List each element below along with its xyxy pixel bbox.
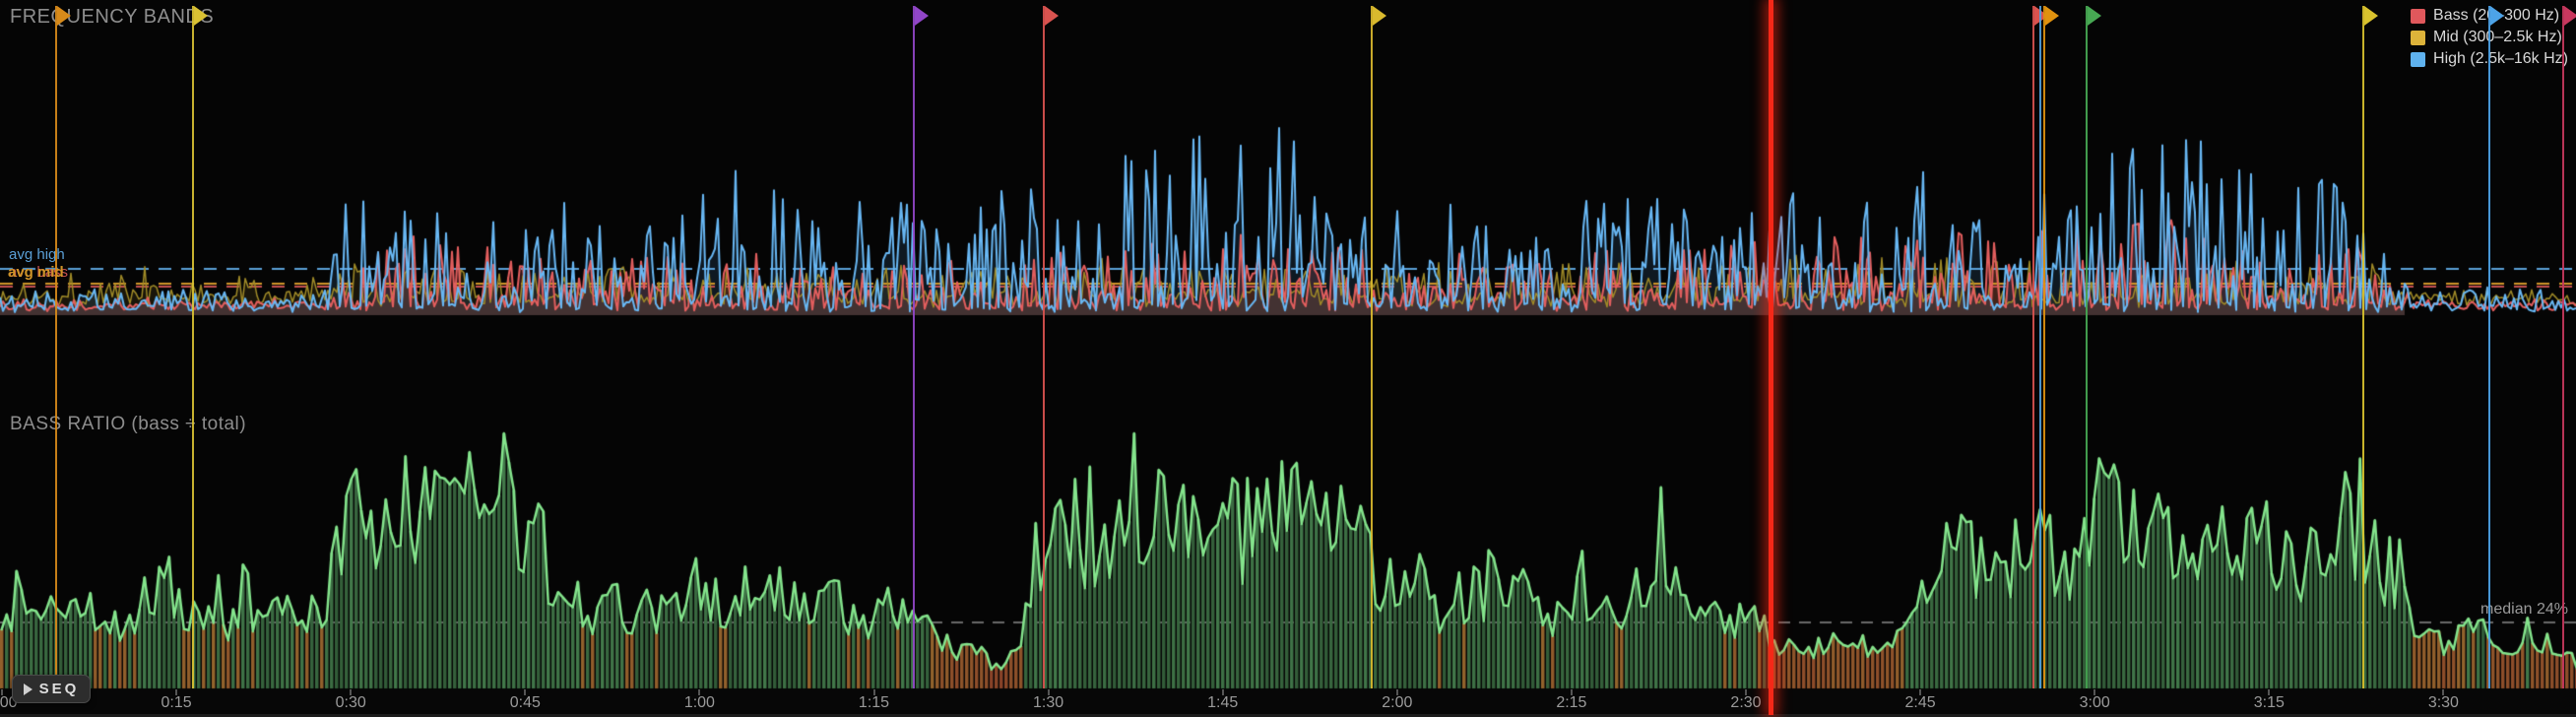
cue-marker-line[interactable] (913, 6, 915, 688)
cue-marker-flag[interactable] (2564, 6, 2576, 26)
bottom-divider (0, 714, 2576, 717)
cue-marker-flag[interactable] (2088, 6, 2101, 26)
mid-swatch (2411, 30, 2426, 45)
cue-marker-line[interactable] (1043, 6, 1045, 688)
cue-marker-line[interactable] (2362, 6, 2364, 688)
time-tick (2268, 689, 2271, 695)
cue-marker-flag[interactable] (915, 6, 929, 26)
time-label-0-30: 0:30 (335, 694, 366, 711)
cue-marker-line[interactable] (2043, 6, 2045, 688)
time-label-1-00: 1:00 (683, 694, 715, 711)
time-label-3-15: 3:15 (2253, 694, 2285, 711)
time-tick (524, 689, 527, 695)
cue-marker-flag[interactable] (2490, 6, 2504, 26)
bass-ratio-title: BASS RATIO (bass ÷ total) (10, 414, 247, 434)
cue-marker-line[interactable] (1371, 6, 1373, 688)
avg-high-label: avg high (9, 246, 65, 263)
time-tick (1047, 689, 1050, 695)
time-label-3-00: 3:00 (2079, 694, 2110, 711)
time-label-1-45: 1:45 (1207, 694, 1239, 711)
high-swatch (2411, 51, 2426, 67)
time-label-0-45: 0:45 (509, 694, 541, 711)
time-tick (1919, 689, 1922, 695)
mid-legend-label: Mid (300–2.5k Hz) (2433, 29, 2562, 45)
time-label-1-30: 1:30 (1033, 694, 1064, 711)
cue-marker-line[interactable] (2032, 6, 2034, 688)
frequency-bands-title: FREQUENCY BANDS (10, 6, 215, 28)
time-tick (1745, 689, 1747, 695)
cue-marker-flag[interactable] (1045, 6, 1059, 26)
time-tick (1221, 689, 1224, 695)
cue-marker-flag[interactable] (1373, 6, 1386, 26)
time-label-1-15: 1:15 (858, 694, 890, 711)
time-label-2-15: 2:15 (1556, 694, 1587, 711)
cue-marker-line[interactable] (2488, 6, 2490, 688)
avg-mid-label: avg mid (8, 264, 64, 281)
time-label-2-30: 2:30 (1730, 694, 1762, 711)
time-tick (350, 689, 353, 695)
cue-marker-flag[interactable] (57, 6, 71, 26)
avg-bass-label: avg bass (9, 264, 69, 281)
time-label-2-45: 2:45 (1904, 694, 1936, 711)
cue-marker-line[interactable] (2039, 6, 2041, 688)
seq-play-button[interactable]: SEQ (12, 675, 91, 703)
cue-marker-line[interactable] (2086, 6, 2088, 688)
time-tick (872, 689, 875, 695)
cue-marker-line[interactable] (55, 6, 57, 688)
cue-marker-line[interactable] (2562, 6, 2564, 688)
playhead[interactable] (1768, 0, 1773, 715)
bass-swatch (2411, 8, 2426, 24)
cue-marker-flag[interactable] (2045, 6, 2059, 26)
time-label-2-00: 2:00 (1382, 694, 1413, 711)
time-tick (2442, 689, 2445, 695)
time-tick (1570, 689, 1573, 695)
median-threshold-label: median 24% (2480, 601, 2568, 618)
high-legend-label: High (2.5k–16k Hz) (2433, 50, 2568, 67)
time-tick (175, 689, 178, 695)
legend-item-mid[interactable]: Mid (300–2.5k Hz) (2411, 27, 2568, 48)
time-tick (1395, 689, 1398, 695)
time-label-3-30: 3:30 (2427, 694, 2459, 711)
frequency-bands-legend: Bass (20–300 Hz) Mid (300–2.5k Hz) High (2… (2411, 5, 2568, 70)
cue-marker-flag[interactable] (194, 6, 208, 26)
seq-button-label: SEQ (38, 681, 80, 697)
cue-marker-line[interactable] (192, 6, 194, 688)
cue-marker-flag[interactable] (2364, 6, 2378, 26)
time-tick (2093, 689, 2096, 695)
timeline-ruler[interactable]: 0:000:150:300:451:001:151:301:452:002:15… (0, 689, 2576, 717)
play-icon (23, 683, 32, 695)
time-tick (698, 689, 701, 695)
time-tick (1, 689, 3, 695)
legend-item-high[interactable]: High (2.5k–16k Hz) (2411, 48, 2568, 70)
time-label-0-15: 0:15 (161, 694, 192, 711)
